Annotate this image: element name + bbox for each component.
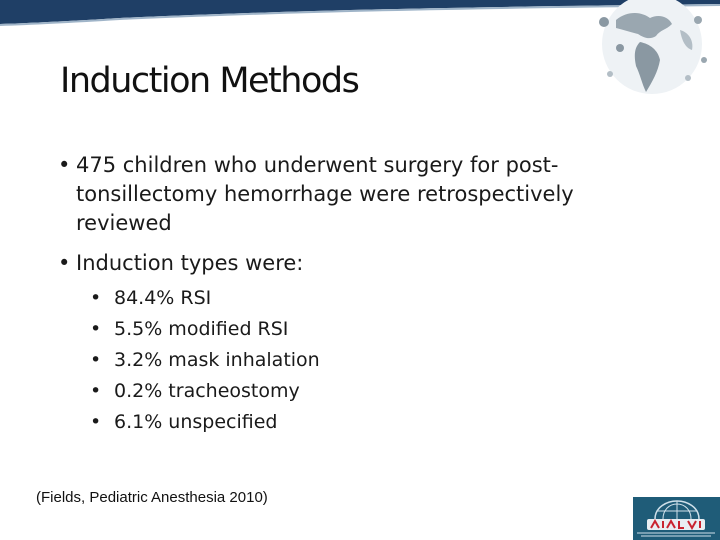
logo-mark — [647, 517, 707, 535]
list-item: • 3.2% mask inhalation — [90, 345, 320, 376]
list-item: • 0.2% tracheostomy — [90, 376, 320, 407]
logo-globe-icon — [637, 500, 715, 537]
list-item: • 6.1% unspecified — [90, 407, 320, 438]
slide-title: Induction Methods — [60, 61, 360, 101]
list-item: • 84.4% RSI — [90, 283, 320, 314]
society-logo — [633, 497, 720, 540]
bullet-marker: • — [90, 380, 102, 402]
citation: (Fields, Pediatric Anesthesia 2010) — [36, 489, 268, 506]
bullet-marker: • — [58, 251, 71, 275]
bullet-text: Induction types were: — [76, 251, 304, 275]
logo-wordmark-icon — [647, 518, 705, 531]
bullet-marker: • — [90, 411, 102, 433]
list-item-text: 0.2% tracheostomy — [114, 380, 300, 402]
bullet-study-summary: • 475 children who underwent surgery for… — [58, 151, 648, 238]
globe-icon — [599, 0, 707, 94]
bullet-marker: • — [90, 318, 102, 340]
list-item-text: 84.4% RSI — [114, 287, 212, 309]
list-item-text: 3.2% mask inhalation — [114, 349, 320, 371]
bullet-text: 475 children who underwent surgery for p… — [76, 153, 574, 235]
list-item-text: 5.5% modified RSI — [114, 318, 289, 340]
bullet-marker: • — [90, 349, 102, 371]
bullet-marker: • — [90, 287, 102, 309]
bullet-induction-types: • Induction types were: — [58, 249, 648, 278]
induction-types-list: • 84.4% RSI • 5.5% modified RSI • 3.2% m… — [90, 283, 320, 438]
list-item-text: 6.1% unspecified — [114, 411, 278, 433]
list-item: • 5.5% modified RSI — [90, 314, 320, 345]
bullet-marker: • — [58, 153, 71, 177]
